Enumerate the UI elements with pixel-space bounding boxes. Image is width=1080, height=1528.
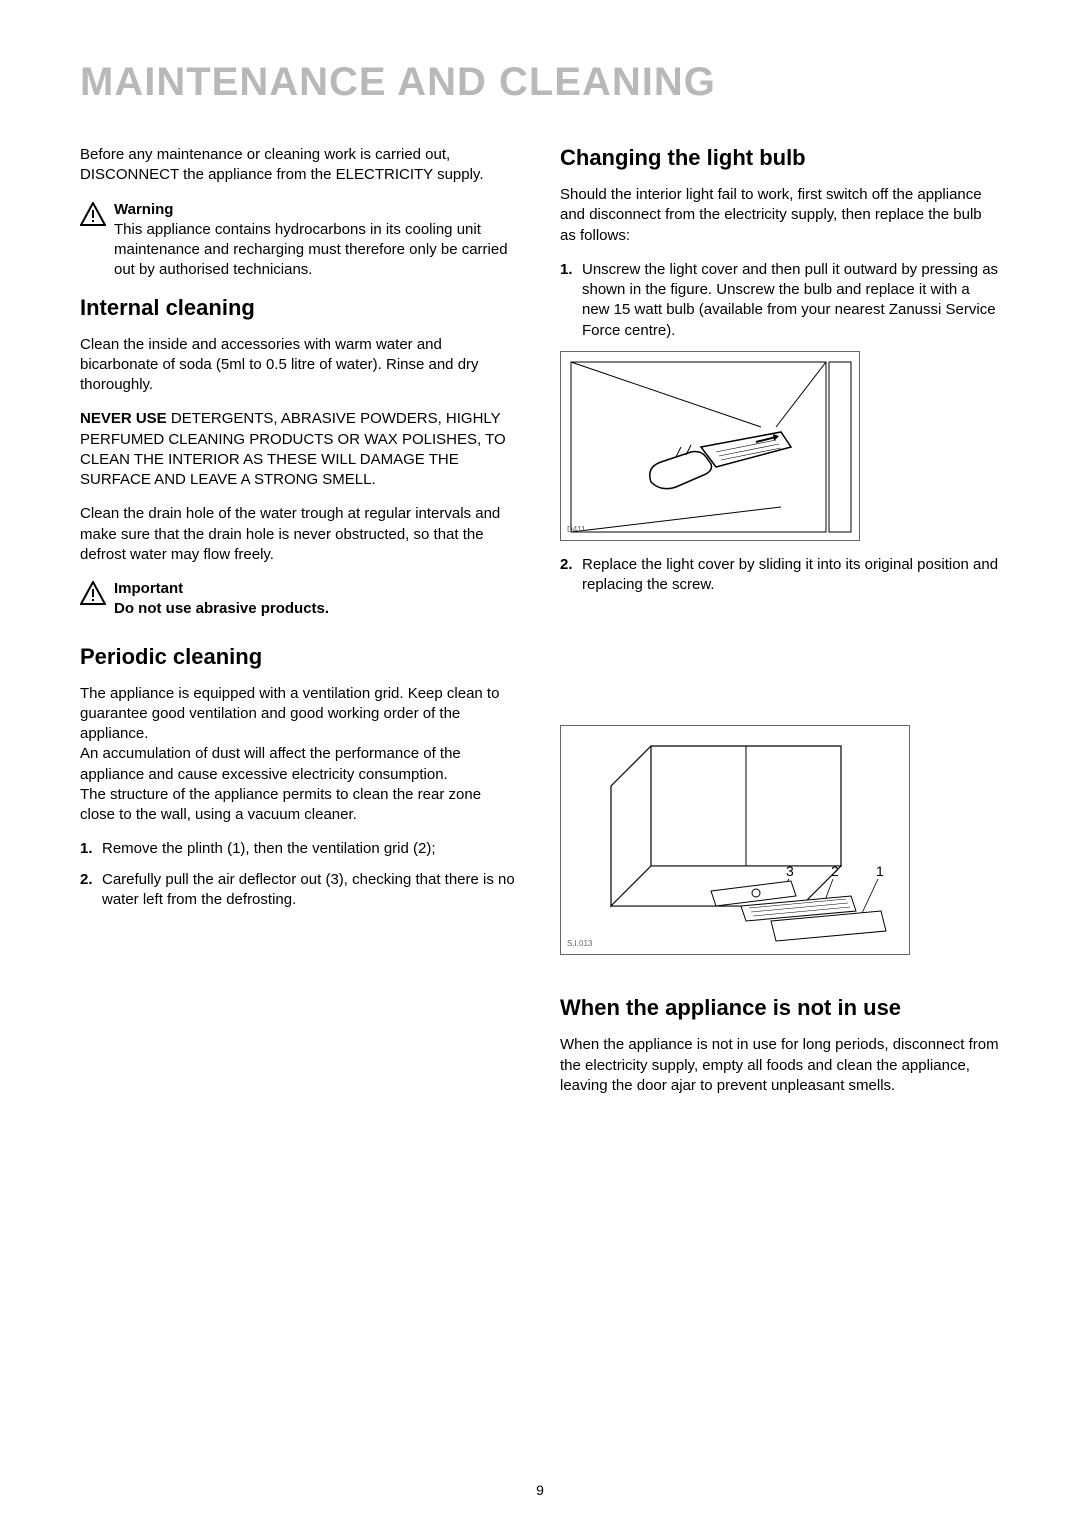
list-num: 1. xyxy=(560,260,582,341)
page-title: MAINTENANCE AND CLEANING xyxy=(80,60,1000,105)
content-columns: Before any maintenance or cleaning work … xyxy=(80,145,1000,1110)
warning-block: Warning This appliance contains hydrocar… xyxy=(80,200,520,281)
list-num: 2. xyxy=(560,555,582,596)
list-text: Carefully pull the air deflector out (3)… xyxy=(102,870,520,911)
internal-cleaning-heading: Internal cleaning xyxy=(80,295,520,321)
list-text: Replace the light cover by sliding it in… xyxy=(582,555,1000,596)
intro-paragraph: Before any maintenance or cleaning work … xyxy=(80,145,520,186)
warning-icon xyxy=(80,581,106,605)
plinth-diagram: 3 2 1 xyxy=(561,726,911,956)
figure-bulb: D411 xyxy=(560,351,860,541)
bulb-diagram xyxy=(561,352,861,542)
not-in-use-text: When the appliance is not in use for lon… xyxy=(560,1035,1000,1096)
internal-cleaning-p1: Clean the inside and accessories with wa… xyxy=(80,335,520,396)
not-in-use-heading: When the appliance is not in use xyxy=(560,995,1000,1021)
figure-label: D411 xyxy=(567,525,586,534)
important-block: Important Do not use abrasive products. xyxy=(80,579,520,620)
warning-text: This appliance contains hydrocarbons in … xyxy=(114,221,508,279)
internal-cleaning-p2: NEVER USE DETERGENTS, ABRASIVE POWDERS, … xyxy=(80,409,520,490)
periodic-cleaning-p1: The appliance is equipped with a ventila… xyxy=(80,684,520,826)
periodic-item-1: 1. Remove the plinth (1), then the venti… xyxy=(80,839,520,859)
spacer xyxy=(560,605,1000,725)
internal-cleaning-p3: Clean the drain hole of the water trough… xyxy=(80,504,520,565)
figure-plinth: 3 2 1 S.I.013 xyxy=(560,725,910,955)
list-num: 1. xyxy=(80,839,102,859)
callout-1: 1 xyxy=(876,863,884,879)
right-column: Changing the light bulb Should the inter… xyxy=(560,145,1000,1110)
callout-2: 2 xyxy=(831,863,839,879)
never-use-bold: NEVER USE xyxy=(80,410,167,427)
warning-label: Warning xyxy=(114,201,173,218)
callout-3: 3 xyxy=(786,863,794,879)
left-column: Before any maintenance or cleaning work … xyxy=(80,145,520,1110)
bulb-item-2: 2. Replace the light cover by sliding it… xyxy=(560,555,1000,596)
changing-bulb-p1: Should the interior light fail to work, … xyxy=(560,185,1000,246)
important-label: Important xyxy=(114,580,183,597)
bulb-item-1: 1. Unscrew the light cover and then pull… xyxy=(560,260,1000,341)
important-text: Do not use abrasive products. xyxy=(114,600,329,617)
list-num: 2. xyxy=(80,870,102,911)
page-number: 9 xyxy=(536,1482,544,1498)
list-text: Remove the plinth (1), then the ventilat… xyxy=(102,839,520,859)
periodic-item-2: 2. Carefully pull the air deflector out … xyxy=(80,870,520,911)
warning-icon xyxy=(80,202,106,226)
list-text: Unscrew the light cover and then pull it… xyxy=(582,260,1000,341)
figure-label: S.I.013 xyxy=(567,939,592,948)
periodic-cleaning-heading: Periodic cleaning xyxy=(80,644,520,670)
changing-bulb-heading: Changing the light bulb xyxy=(560,145,1000,171)
